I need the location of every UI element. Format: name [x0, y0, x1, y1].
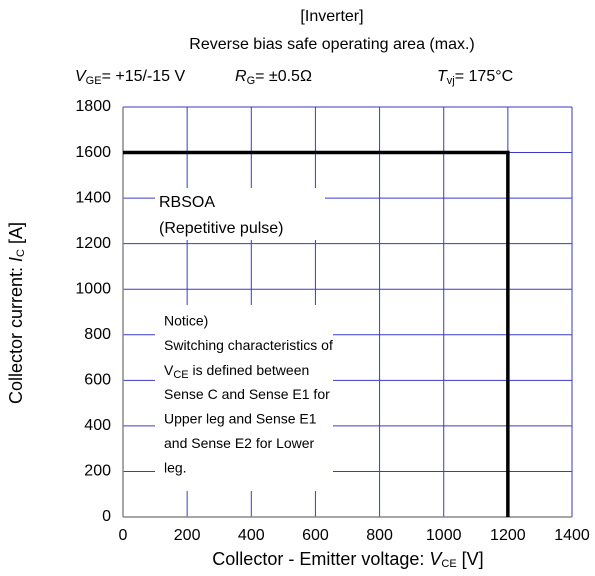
notice-line: leg.: [164, 460, 187, 476]
y-tick-label: 200: [84, 463, 111, 480]
x-tick-label: 800: [366, 527, 393, 544]
label-part: Collector current:: [6, 262, 26, 404]
label-part: G: [247, 75, 256, 87]
label-part: [V]: [457, 549, 484, 569]
y-tick-label: 400: [84, 417, 111, 434]
notice-line: Switching characteristics of: [164, 337, 333, 353]
notice-box: [155, 305, 333, 491]
label-part: = +15/-15 V: [102, 68, 186, 85]
chart-title: [Inverter]: [300, 8, 363, 25]
label-part: Collector - Emitter voltage:: [212, 549, 429, 569]
y-tick-label: 0: [102, 508, 111, 525]
x-tick-label: 400: [238, 527, 265, 544]
y-tick-label: 1000: [75, 280, 111, 297]
condition: RG= ±0.5Ω: [235, 68, 312, 87]
label-part: [A]: [6, 222, 26, 249]
x-tick-label: 1200: [490, 527, 526, 544]
label-part: C: [15, 249, 27, 257]
label-part: V: [75, 68, 87, 85]
y-tick-label: 1400: [75, 189, 111, 206]
label-part: V: [164, 362, 174, 378]
condition: VGE= +15/-15 V: [75, 68, 186, 87]
y-tick-label: 800: [84, 326, 111, 343]
annotation-box: [155, 188, 325, 240]
notice-line: and Sense E2 for Lower: [164, 435, 315, 451]
y-axis-label: Collector current: IC [A]: [6, 222, 27, 404]
label-part: R: [235, 68, 247, 85]
label-part: GE: [86, 75, 102, 87]
annotation: RBSOA: [159, 194, 215, 211]
data-line: [123, 150, 510, 517]
x-tick-label: 0: [119, 527, 128, 544]
notice-line: Upper leg and Sense E1: [164, 411, 317, 427]
x-tick-label: 1400: [554, 527, 590, 544]
annotation: (Repetitive pulse): [159, 220, 284, 237]
notice-line: VCE is defined between: [164, 362, 309, 381]
notice-line: Sense C and Sense E1 for: [164, 386, 330, 402]
chart-subtitle: Reverse bias safe operating area (max.): [189, 36, 474, 53]
label-part: T: [437, 68, 448, 85]
condition: Tvj= 175°C: [437, 68, 513, 87]
x-tick-label: 1000: [426, 527, 462, 544]
label-part: is defined between: [189, 362, 310, 378]
label-part: V: [429, 549, 443, 569]
x-tick-label: 200: [174, 527, 201, 544]
y-tick-label: 1600: [75, 144, 111, 161]
label-part: vj: [447, 75, 455, 87]
label-part: CE: [173, 369, 188, 381]
y-tick-label: 1800: [75, 98, 111, 115]
label-part: CE: [441, 558, 456, 570]
x-axis-label: Collector - Emitter voltage: VCE [V]: [212, 549, 483, 570]
y-tick-label: 1200: [75, 235, 111, 252]
y-tick-label: 600: [84, 372, 111, 389]
x-tick-label: 600: [302, 527, 329, 544]
label-part: = 175°C: [455, 68, 513, 85]
label-part: I: [6, 257, 26, 262]
notice-line: Notice): [164, 313, 208, 329]
label-part: = ±0.5Ω: [255, 68, 312, 85]
